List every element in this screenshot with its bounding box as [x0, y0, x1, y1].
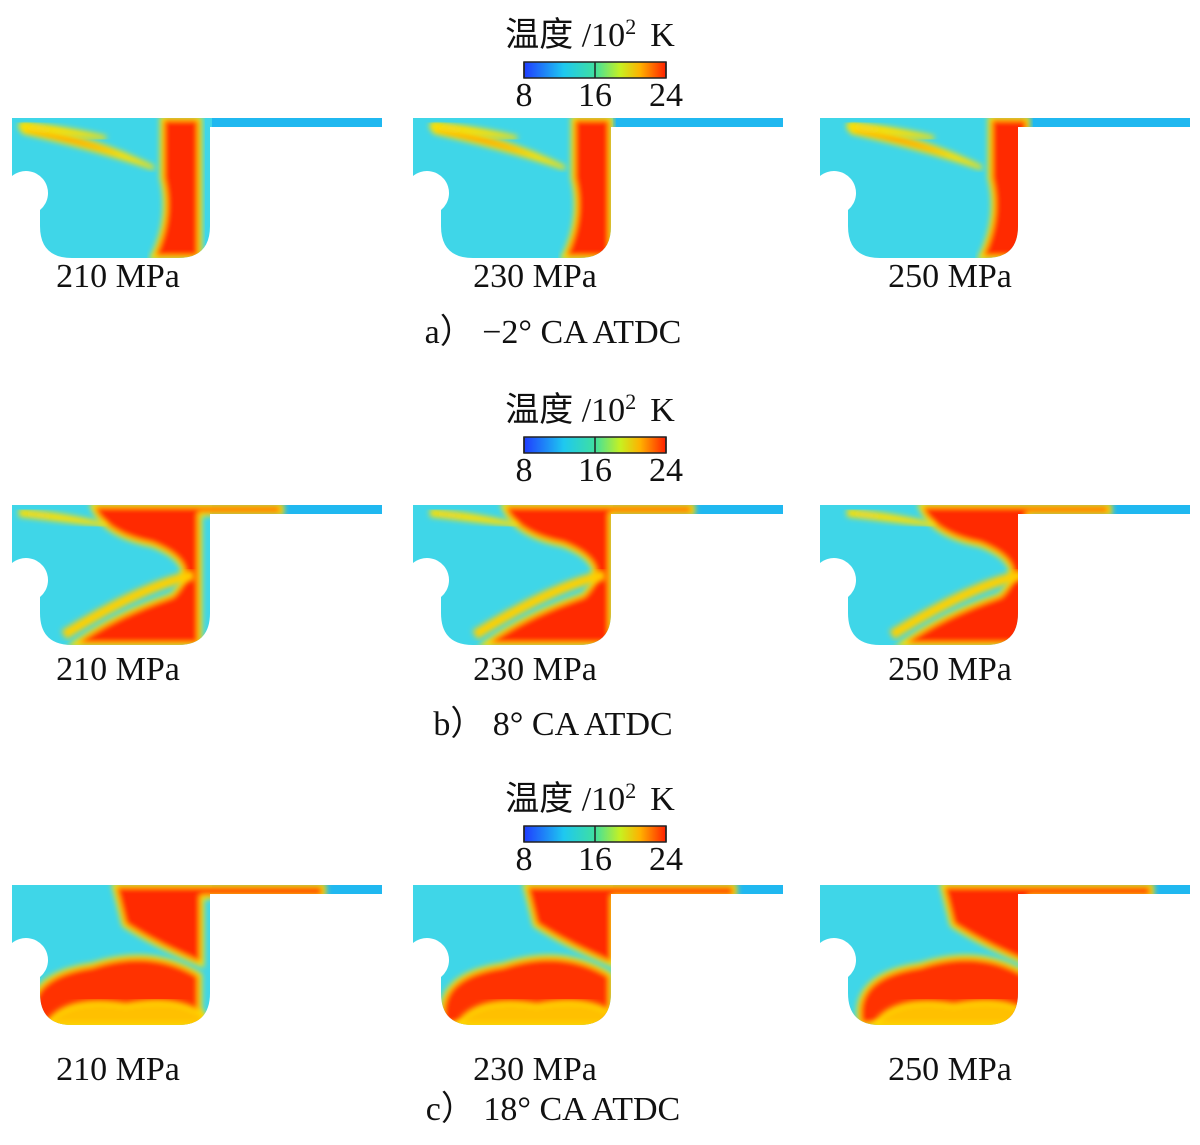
- colorbar-title-unit: K: [650, 392, 675, 429]
- contour-region: [893, 505, 1112, 645]
- contour-plot: [12, 505, 382, 645]
- colorbar-title-sup: 2: [625, 778, 636, 803]
- colorbar-title: 温度 /102 K: [505, 389, 675, 429]
- plot-label: 250 MPa: [888, 258, 1012, 295]
- colorbar-tick-label: 16: [578, 841, 612, 878]
- contour-region: [148, 118, 202, 258]
- contour-plot: [820, 505, 1190, 645]
- contour-fill: [430, 118, 783, 258]
- contour-region: [476, 505, 695, 645]
- colorbar-title: 温度 /102 K: [505, 14, 675, 54]
- contour-fill: [19, 505, 382, 645]
- colorbar-tick-label: 24: [649, 77, 683, 114]
- channel: [613, 118, 783, 127]
- colorbar-title-text: 温度 /10: [505, 16, 625, 54]
- contour-plot: [12, 885, 382, 1025]
- contour-region: [870, 999, 1034, 1025]
- caption: c） 18° CA ATDC: [426, 1090, 680, 1128]
- contour-region: [433, 123, 566, 170]
- channel: [212, 118, 382, 127]
- contour-fill: [847, 505, 1190, 645]
- contour-fill: [439, 885, 783, 1025]
- colorbar-tick-label: 16: [578, 452, 612, 489]
- plot-label: 250 MPa: [888, 651, 1012, 688]
- contour-fill: [847, 118, 1190, 258]
- plot-label: 210 MPa: [56, 1051, 180, 1088]
- contour-fill: [430, 505, 783, 645]
- contour-plot: [12, 118, 382, 258]
- caption: b） 8° CA ATDC: [433, 705, 672, 743]
- contour-region: [61, 570, 196, 640]
- contour-region: [42, 999, 206, 1025]
- contour-region: [65, 505, 284, 645]
- contour-region: [19, 508, 107, 527]
- contour-region: [847, 508, 935, 527]
- contour-plot: [413, 885, 783, 1025]
- caption: a） −2° CA ATDC: [425, 313, 682, 351]
- colorbar-title-sup: 2: [625, 14, 636, 39]
- plot-label: 230 MPa: [473, 1051, 597, 1088]
- contour-region: [22, 123, 155, 170]
- contour-region: [559, 118, 613, 258]
- contour-plot: [413, 118, 783, 258]
- contour-region: [430, 121, 518, 140]
- colorbar-title-text: 温度 /10: [505, 780, 625, 818]
- colorbar-tick-label: 16: [578, 77, 612, 114]
- channel: [613, 505, 783, 514]
- colorbar-tick-label: 8: [516, 77, 533, 114]
- plot-label: 230 MPa: [473, 651, 597, 688]
- plot-label: 210 MPa: [56, 258, 180, 295]
- contour-region: [430, 508, 518, 527]
- colorbar-title-text: 温度 /10: [505, 391, 625, 429]
- contour-fill: [856, 885, 1190, 1025]
- plot-label: 250 MPa: [888, 1051, 1012, 1088]
- contour-plot: [820, 118, 1190, 258]
- contour-region: [472, 570, 607, 640]
- channel: [1020, 118, 1190, 127]
- colorbar-title-unit: K: [650, 781, 675, 818]
- contour-region: [19, 121, 107, 140]
- colorbar-tick-label: 8: [516, 452, 533, 489]
- colorbar-tick-label: 24: [649, 841, 683, 878]
- contour-fill: [19, 118, 382, 258]
- colorbar-title-sup: 2: [625, 389, 636, 414]
- plot-label: 210 MPa: [56, 651, 180, 688]
- contour-region: [889, 570, 1024, 640]
- colorbar-title: 温度 /102 K: [505, 778, 675, 818]
- colorbar-title-unit: K: [650, 17, 675, 54]
- contour-plot: [413, 505, 783, 645]
- channel: [212, 505, 382, 514]
- contour-region: [850, 123, 983, 170]
- contour-plot: [820, 885, 1190, 1025]
- colorbar-tick-label: 24: [649, 452, 683, 489]
- contour-region: [847, 121, 935, 140]
- contour-region: [453, 999, 617, 1025]
- contour-region: [976, 118, 1030, 258]
- plot-label: 230 MPa: [473, 258, 597, 295]
- colorbar-tick-label: 8: [516, 841, 533, 878]
